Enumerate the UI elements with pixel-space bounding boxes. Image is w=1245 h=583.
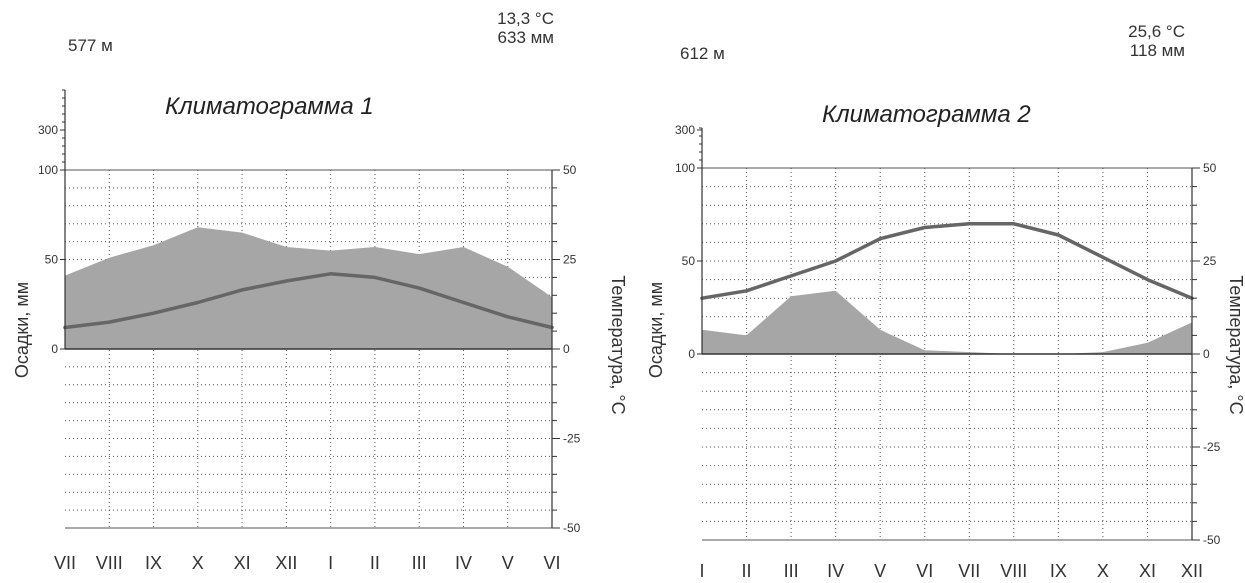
precipitation-tick-label: 50 — [682, 254, 696, 268]
elevation-label: 577 м — [68, 36, 113, 55]
precipitation-tick-label: 100 — [675, 161, 695, 175]
annual-temperature: 13,3 °C — [497, 9, 554, 28]
month-tick-label: V — [874, 561, 886, 581]
month-tick-label: III — [412, 553, 427, 573]
month-tick-label: IV — [455, 553, 472, 573]
precipitation-tick-label: 100 — [38, 163, 58, 177]
elevation-label: 612 м — [680, 44, 725, 63]
month-tick-label: V — [502, 553, 514, 573]
precipitation-axis-title: Осадки, мм — [646, 282, 666, 378]
month-tick-label: X — [192, 553, 204, 573]
chart-title: Климатограмма 1 — [165, 93, 374, 120]
temperature-tick-label: -50 — [1203, 533, 1221, 547]
temperature-line — [63, 272, 554, 330]
annual-summary: 25,6 °C 118 мм — [1070, 22, 1185, 60]
month-tick-label: IX — [145, 553, 162, 573]
annual-precipitation: 633 мм — [497, 28, 554, 47]
month-tick-label: XII — [1181, 561, 1203, 581]
month-tick-label: I — [699, 561, 704, 581]
precipitation-tick-label: 300 — [675, 123, 695, 137]
climatogram-2: 612 м 25,6 °C 118 мм Климатограмма 2 0 50… — [640, 0, 1245, 583]
temperature-tick-label: 50 — [563, 163, 577, 177]
temperature-axis-title: Температура, °C — [1226, 275, 1245, 414]
month-tick-label: I — [328, 553, 333, 573]
month-tick-label: II — [370, 553, 380, 573]
chart-title: Климатограмма 2 — [822, 101, 1031, 128]
precipitation-area — [65, 227, 552, 349]
month-tick-label: XII — [275, 553, 297, 573]
temperature-axis-title: Температура, °C — [608, 275, 628, 414]
month-tick-label: VIII — [1000, 561, 1027, 581]
month-tick-label: IX — [1050, 561, 1067, 581]
month-tick-label: X — [1097, 561, 1109, 581]
temperature-tick-label: 0 — [563, 342, 570, 356]
month-tick-label: XI — [234, 553, 251, 573]
precipitation-tick-label: 0 — [51, 342, 58, 356]
precipitation-tick-label: 50 — [45, 253, 59, 267]
temperature-tick-label: 25 — [563, 253, 577, 267]
month-tick-label: VI — [543, 553, 560, 573]
month-tick-label: VIII — [96, 553, 123, 573]
annual-temperature: 25,6 °C — [1128, 22, 1185, 41]
temperature-tick-label: 50 — [1203, 161, 1217, 175]
month-tick-label: XI — [1139, 561, 1156, 581]
precipitation-area — [702, 290, 1192, 354]
temperature-tick-label: 25 — [1203, 254, 1217, 268]
temperature-tick-label: -25 — [1203, 440, 1221, 454]
month-tick-label: III — [784, 561, 799, 581]
month-tick-label: VII — [54, 553, 76, 573]
month-tick-label: II — [742, 561, 752, 581]
precipitation-axis-title: Осадки, мм — [12, 282, 32, 378]
temperature-tick-label: 0 — [1203, 347, 1210, 361]
temperature-tick-label: -50 — [563, 521, 581, 535]
month-tick-label: VII — [958, 561, 980, 581]
annual-summary: 13,3 °C 633 мм — [440, 9, 554, 47]
precipitation-tick-label: 0 — [688, 347, 695, 361]
climatogram-1: 577 м 13,3 °C 633 мм Климатограмма 1 0 50… — [0, 0, 628, 583]
temperature-tick-label: -25 — [563, 432, 581, 446]
month-tick-label: VI — [916, 561, 933, 581]
annual-precipitation: 118 мм — [1129, 41, 1185, 60]
precipitation-tick-label: 300 — [38, 123, 58, 137]
month-tick-label: IV — [827, 561, 844, 581]
temperature-line — [700, 222, 1194, 300]
